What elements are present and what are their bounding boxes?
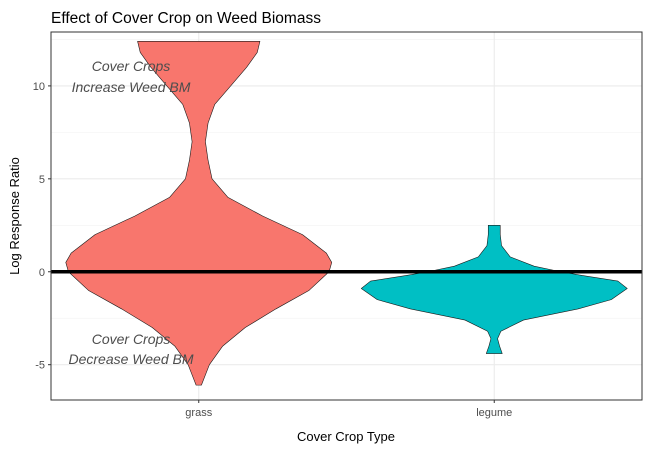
annotation-increase-line-1: Cover Crops <box>92 58 171 74</box>
axes: -5 0 5 10 grass legume <box>33 81 513 419</box>
y-tick-label: 10 <box>33 81 45 93</box>
x-tick-label: grass <box>185 407 212 419</box>
violin-legume <box>360 224 628 354</box>
annotation-decrease-line-2: Decrease Weed BM <box>68 351 193 367</box>
x-axis-title: Cover Crop Type <box>297 429 395 444</box>
chart-title: Effect of Cover Crop on Weed Biomass <box>51 10 321 27</box>
annotation-increase-line-2: Increase Weed BM <box>72 79 191 95</box>
x-tick-label: legume <box>476 407 512 419</box>
y-tick-label: -5 <box>35 360 45 372</box>
plot-border <box>50 31 643 401</box>
annotation-decrease-line-1: Cover Crops <box>92 331 171 347</box>
y-axis-title: Log Response Ratio <box>7 157 22 275</box>
y-tick-label: 5 <box>39 174 45 186</box>
y-tick-label: 0 <box>39 267 45 279</box>
